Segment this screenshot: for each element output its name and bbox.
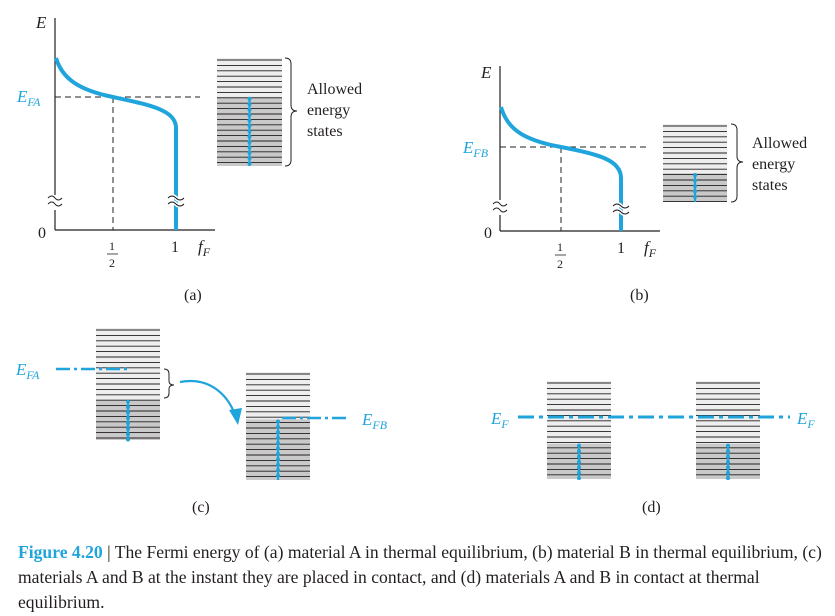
panel-a-zero-label: 0 (38, 225, 46, 242)
panel-c-band-a (96, 328, 160, 442)
panel-a-curve-break (167, 195, 185, 207)
panel-b-label: (b) (630, 287, 649, 304)
panel-a-ff-label: fF (198, 237, 211, 259)
panel-a-label: (a) (184, 287, 202, 304)
panel-a: E EFA 0 1 2 1 fF Allowed energy states (… (16, 13, 366, 304)
panel-b-bracket-text: Allowed energy states (752, 135, 811, 194)
panel-c-bracket (163, 368, 175, 399)
caption-text: The Fermi energy of (a) material A in th… (18, 542, 822, 612)
panel-b-one-label: 1 (617, 240, 625, 257)
panel-d-label: (d) (642, 499, 661, 516)
panel-b-e-label: E (480, 63, 492, 82)
panel-b-axis-break (492, 201, 508, 213)
figure: E EFA 0 1 2 1 fF Allowed energy states (… (15, 13, 815, 516)
panel-a-bracket-text: Allowed energy states (307, 81, 366, 140)
panel-c-transfer-arrow (179, 379, 238, 419)
panel-c-efb-label: EFB (361, 410, 388, 432)
panel-b-curve-break (612, 203, 630, 215)
panel-b-zero-label: 0 (484, 225, 492, 242)
panel-a-half-den: 2 (109, 256, 115, 270)
figure-caption: Figure 4.20 | The Fermi energy of (a) ma… (18, 540, 823, 615)
panel-b-ff-label: fF (644, 238, 657, 260)
panel-c-label: (c) (192, 499, 210, 516)
panel-b-band-block (663, 124, 727, 203)
panel-c-band-b (246, 372, 310, 480)
panel-a-fermi-curve (54, 57, 178, 230)
panel-b-half-den: 2 (557, 257, 563, 271)
panel-c-efa-label: EFA (15, 360, 40, 382)
panel-c: EFA EFB (c) (15, 328, 388, 516)
figure-canvas: E EFA 0 1 2 1 fF Allowed energy states (… (15, 13, 815, 516)
panel-d: EF EF (d) (490, 381, 815, 516)
panel-d-ef-left-label: EF (490, 409, 509, 431)
panel-a-one-label: 1 (171, 239, 179, 256)
panel-c-arrow-head (229, 408, 242, 425)
panel-a-e-label: E (35, 13, 47, 32)
panel-a-band-block (217, 58, 282, 166)
panel-b-efb-label: EFB (462, 138, 489, 160)
panel-a-half-num: 1 (109, 239, 115, 253)
panel-d-band-b (696, 381, 760, 481)
panel-d-ef-right-label: EF (796, 409, 815, 431)
panel-a-bracket (284, 57, 298, 167)
panel-b: E EFB 0 1 2 1 fF Allowed energy states (… (462, 63, 811, 304)
caption-separator: | (102, 542, 115, 562)
panel-b-fermi-curve (499, 106, 623, 231)
panel-b-half-num: 1 (557, 240, 563, 254)
caption-figure-label: Figure 4.20 (18, 542, 103, 562)
panel-a-efa-label: EFA (16, 87, 41, 109)
panel-d-band-a (547, 381, 611, 481)
panel-a-axis-break (47, 195, 63, 207)
panel-b-bracket (730, 123, 744, 203)
